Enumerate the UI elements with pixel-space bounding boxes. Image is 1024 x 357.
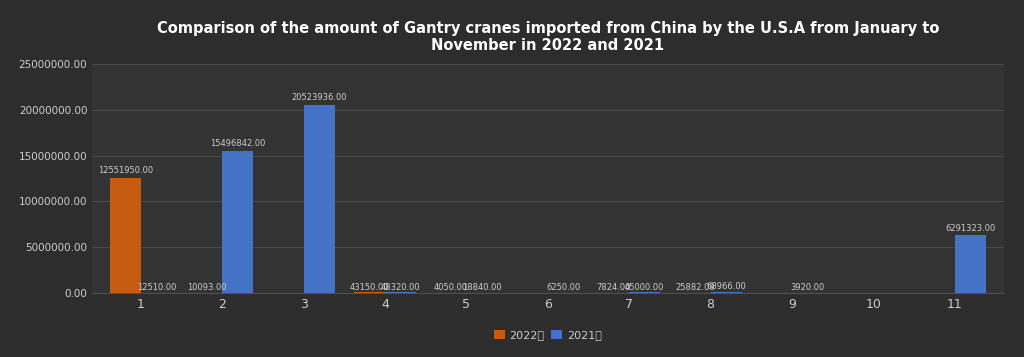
Bar [222,151,253,293]
Legend: 2022年, 2021年: 2022年, 2021年 [489,326,606,345]
Bar [711,292,741,293]
Text: 10093.00: 10093.00 [187,283,226,292]
Text: 6291323.00: 6291323.00 [945,223,995,232]
Bar [354,292,385,293]
Bar [304,105,335,293]
Text: 45000.00: 45000.00 [625,283,665,292]
Text: 25882.00: 25882.00 [675,283,715,292]
Text: 18840.00: 18840.00 [462,283,502,292]
Text: 43150.00: 43150.00 [350,283,389,292]
Bar [385,292,416,293]
Text: 15496842.00: 15496842.00 [210,139,265,149]
Text: 20523936.00: 20523936.00 [292,94,347,102]
Text: 4050.00: 4050.00 [434,283,468,292]
Text: 7824.00: 7824.00 [597,283,631,292]
Bar [110,178,141,293]
Title: Comparison of the amount of Gantry cranes imported from China by the U.S.A from : Comparison of the amount of Gantry crane… [157,21,939,53]
Text: 3920.00: 3920.00 [791,283,824,292]
Bar [954,235,986,293]
Text: 68966.00: 68966.00 [707,282,745,291]
Bar [629,292,660,293]
Text: 6250.00: 6250.00 [546,283,581,292]
Text: 12510.00: 12510.00 [137,283,176,292]
Text: 48320.00: 48320.00 [381,283,421,292]
Text: 12551950.00: 12551950.00 [98,166,153,175]
